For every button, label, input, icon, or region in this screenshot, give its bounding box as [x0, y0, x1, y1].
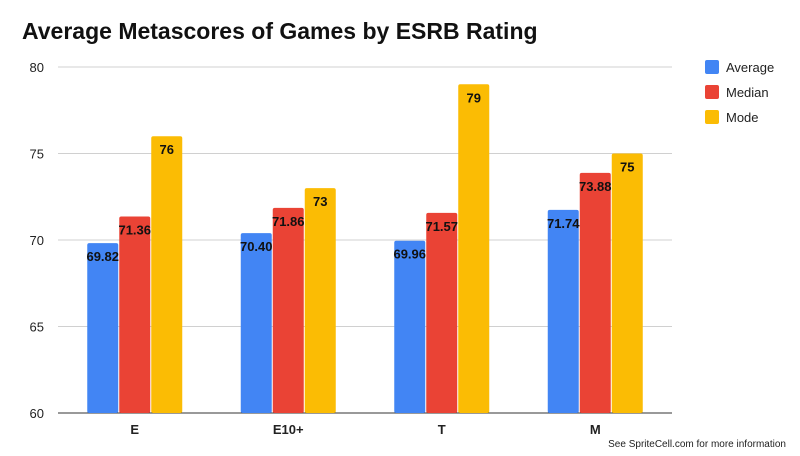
bars [87, 84, 643, 414]
chart-title: Average Metascores of Games by ESRB Rati… [22, 18, 538, 44]
legend-swatch-median [705, 85, 719, 99]
y-tick-label: 80 [30, 60, 44, 75]
bar-average-e10plus [240, 233, 272, 413]
legend-label-mode: Mode [726, 110, 759, 125]
data-label: 71.74 [547, 216, 580, 231]
bar-mode-e [151, 136, 183, 413]
legend-swatch-mode [705, 110, 719, 124]
x-axis-ticks: E E10+ T M [130, 422, 600, 437]
bar-average-e [87, 243, 119, 413]
legend-swatch-average [705, 60, 719, 74]
data-label: 75 [620, 160, 634, 175]
data-label: 70.40 [240, 239, 273, 254]
x-tick-label: E [130, 422, 139, 437]
bar-mode-e10plus [304, 188, 336, 413]
data-label: 76 [160, 142, 174, 157]
source-footnote: See SpriteCell.com for more information [608, 439, 786, 450]
legend-label-median: Median [726, 85, 769, 100]
data-label: 71.57 [425, 219, 458, 234]
y-tick-label: 60 [30, 406, 44, 421]
data-label: 71.36 [118, 222, 151, 237]
data-label: 73 [313, 194, 327, 209]
bar-average-t [394, 240, 426, 413]
data-label: 71.86 [272, 214, 305, 229]
bar-mode-t [458, 84, 490, 414]
x-tick-label: T [438, 422, 446, 437]
bar-mode-m [611, 153, 643, 413]
bar-median-t [426, 212, 458, 413]
bar-median-e10plus [272, 207, 304, 413]
data-labels: 69.82 71.36 76 70.40 71.86 73 69.96 71.57 79 71.7… [86, 90, 634, 264]
data-label: 69.96 [393, 247, 426, 262]
x-tick-label: M [590, 422, 601, 437]
y-tick-label: 70 [30, 233, 44, 248]
data-label: 79 [467, 90, 481, 105]
legend-label-average: Average [726, 60, 774, 75]
y-tick-label: 65 [30, 320, 44, 335]
x-tick-label: E10+ [273, 422, 304, 437]
data-label: 69.82 [86, 249, 119, 264]
bar-median-m [579, 172, 611, 413]
y-axis-ticks: 60 65 70 75 80 [30, 60, 44, 421]
y-tick-label: 75 [30, 147, 44, 162]
bar-median-e [119, 216, 151, 413]
data-label: 73.88 [579, 179, 612, 194]
bar-average-m [547, 209, 579, 413]
legend: Average Median Mode [705, 60, 774, 125]
